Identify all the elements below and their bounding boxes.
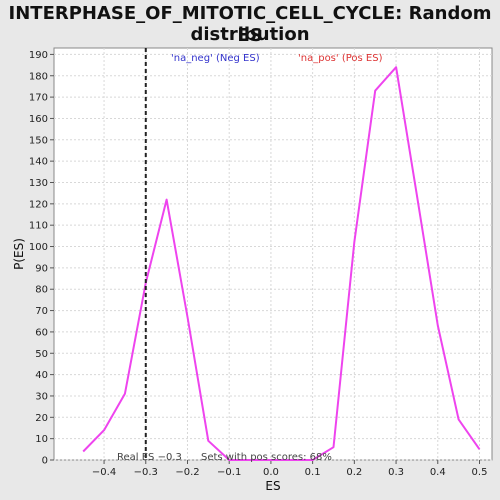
y-tick-label: 100 [29, 242, 48, 253]
y-tick-label: 90 [35, 263, 48, 274]
x-tick-label: −0.4 [92, 467, 116, 478]
x-tick-label: −0.1 [217, 467, 241, 478]
y-tick-label: 150 [29, 135, 48, 146]
legend-neg-es: 'na_neg' (Neg ES) [171, 53, 260, 64]
y-tick-label: 160 [29, 114, 48, 125]
y-tick-label: 80 [35, 285, 48, 296]
y-tick-label: 190 [29, 50, 48, 61]
y-tick-label: 130 [29, 178, 48, 189]
series-group [82, 66, 481, 461]
x-tick-label: 0.4 [430, 467, 446, 478]
y-tick-label: 140 [29, 157, 48, 168]
y-tick-label: 180 [29, 71, 48, 82]
x-tick-label: 0.2 [346, 467, 362, 478]
y-axis-label: P(ES) [12, 238, 26, 270]
grid-lines [54, 48, 492, 461]
y-tick-label: 60 [35, 327, 48, 338]
chart-title-line2: distribution [190, 24, 310, 45]
x-axis-ticks: −0.4 −0.3 −0.2 −0.1 0.0 0.1 0.2 0.3 0.4 0.5 [92, 460, 488, 478]
x-tick-label: 0.0 [263, 467, 279, 478]
y-tick-label: 40 [35, 370, 48, 381]
x-tick-label: −0.2 [175, 467, 199, 478]
y-tick-label: 50 [35, 349, 48, 360]
y-tick-label: 0 [42, 456, 48, 467]
y-axis-ticks: 0 10 20 30 40 50 60 70 80 90 100 110 120 130 140 150 160… [29, 50, 54, 467]
y-tick-label: 120 [29, 199, 48, 210]
y-tick-label: 70 [35, 306, 48, 317]
x-tick-label: −0.3 [134, 467, 158, 478]
y-tick-label: 30 [35, 391, 48, 402]
plot-area [53, 47, 493, 461]
x-axis-label: ES [265, 479, 280, 493]
chart-title-line1: INTERPHASE_OF_MITOTIC_CELL_CYCLE: Random… [8, 3, 492, 46]
x-tick-label: 0.3 [388, 467, 404, 478]
es-distribution-line [82, 66, 481, 461]
real-es-annotation: Real ES −0.3 [117, 452, 182, 463]
x-tick-label: 0.5 [472, 467, 488, 478]
y-tick-label: 20 [35, 413, 48, 424]
y-tick-label: 110 [29, 221, 48, 232]
y-tick-label: 170 [29, 93, 48, 104]
x-tick-label: 0.1 [305, 467, 321, 478]
y-tick-label: 10 [35, 434, 48, 445]
pos-scores-annotation: Sets with pos scores: 68% [201, 452, 332, 463]
legend-pos-es: 'na_pos' (Pos ES) [298, 53, 383, 64]
